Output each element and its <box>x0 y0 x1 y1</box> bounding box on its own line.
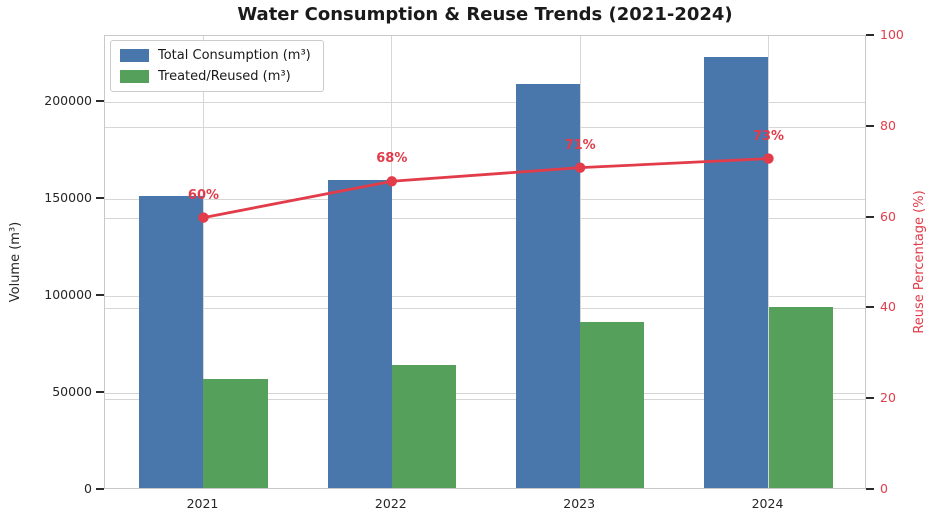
xtick-label-2022: 2022 <box>374 496 407 511</box>
gridline-x-2024 <box>768 36 769 488</box>
gridline-right-40 <box>105 308 865 310</box>
reuse-point-label-2023: 71% <box>564 137 596 153</box>
legend-swatch-treated-reused <box>120 70 149 83</box>
ytick-label-left-150000: 150000 <box>44 189 92 205</box>
xtick-label-2021: 2021 <box>186 496 219 511</box>
xtick-label-2023: 2023 <box>563 496 596 511</box>
gridline-right-80 <box>105 126 865 128</box>
gridline-right-20 <box>105 399 865 401</box>
bar-reused-2023 <box>580 322 645 488</box>
gridline-x-2022 <box>391 36 393 488</box>
ytick-label-right-0: 0 <box>880 481 888 496</box>
reuse-line-path <box>203 157 769 219</box>
legend-item-total-consumption: Total Consumption (m³) <box>120 48 311 63</box>
plot-area: 60% 68% 71% 73% Total Consumption (m³) Trea… <box>104 35 866 489</box>
bar-total-2023 <box>516 84 581 488</box>
reuse-point-label-2024: 73% <box>752 128 785 144</box>
reuse-point-label-2022: 68% <box>376 151 408 167</box>
ytick-left-100000 <box>96 293 104 296</box>
ytick-label-left-100000: 100000 <box>44 286 92 302</box>
ytick-left-0 <box>96 488 104 490</box>
ytick-label-right-20: 20 <box>880 390 896 406</box>
bar-reused-2024 <box>768 306 833 488</box>
bar-total-2024 <box>704 57 769 488</box>
ytick-label-left-200000: 200000 <box>44 92 92 108</box>
ytick-label-left-50000: 50000 <box>52 383 92 399</box>
ytick-left-150000 <box>96 196 104 199</box>
bar-reused-2022 <box>391 364 456 488</box>
ytick-right-60 <box>866 215 874 218</box>
bar-total-2022 <box>327 179 392 488</box>
ytick-right-20 <box>866 397 874 400</box>
legend: Total Consumption (m³) Treated/Reused (m… <box>110 40 324 92</box>
ytick-label-left-0: 0 <box>84 481 92 496</box>
legend-label-treated-reused: Treated/Reused (m³) <box>158 69 291 84</box>
ytick-left-200000 <box>96 99 104 102</box>
legend-label-total-consumption: Total Consumption (m³) <box>158 48 311 63</box>
xtick-label-2024: 2024 <box>751 496 784 511</box>
ytick-label-right-80: 80 <box>880 117 896 133</box>
ytick-label-right-40: 40 <box>880 299 896 315</box>
gridline-left-100000 <box>105 295 865 297</box>
legend-item-treated-reused: Treated/Reused (m³) <box>120 69 311 84</box>
gridline-left-50000 <box>105 392 865 394</box>
bar-reused-2021 <box>203 379 268 488</box>
gridline-x-2021 <box>202 36 204 488</box>
ytick-right-80 <box>866 124 874 127</box>
ytick-right-0 <box>866 488 874 490</box>
gridline-x-2023 <box>579 36 581 488</box>
ytick-right-100 <box>866 34 874 36</box>
gridline-left-200000 <box>105 101 865 103</box>
reuse-point-label-2021: 60% <box>187 187 220 203</box>
ytick-label-right-100: 100 <box>880 27 904 42</box>
ytick-left-50000 <box>96 390 104 393</box>
ytick-label-right-60: 60 <box>880 208 896 224</box>
legend-swatch-total-consumption <box>120 49 149 62</box>
chart-title: Water Consumption & Reuse Trends (2021-2… <box>237 4 733 25</box>
bar-total-2021 <box>139 196 204 488</box>
ytick-right-40 <box>866 306 874 309</box>
